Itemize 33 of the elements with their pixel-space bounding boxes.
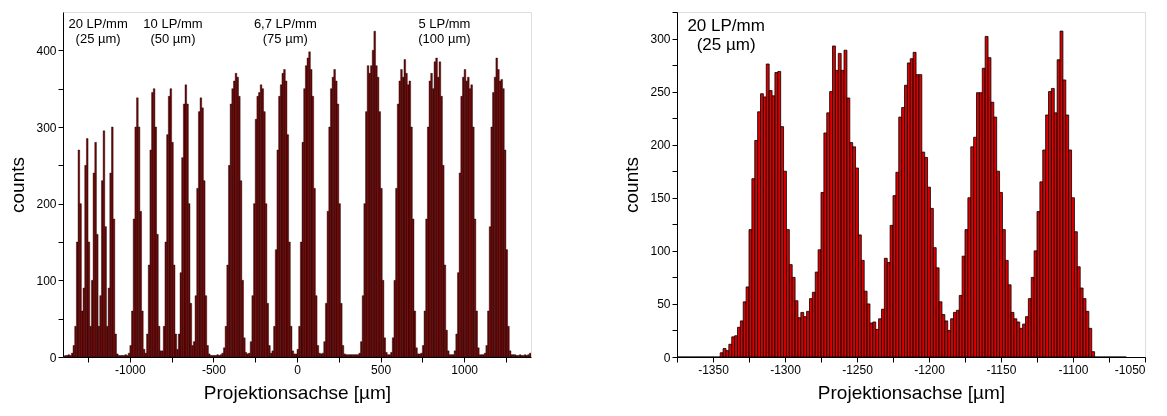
y-tick-label: 0: [663, 350, 671, 365]
y-tick-label: 100: [36, 273, 57, 288]
x-tick-label: -1300: [770, 362, 802, 377]
x-tick-label: 1000: [451, 362, 479, 377]
x-tick-label: -500: [201, 362, 227, 377]
y-tick-label: 0: [49, 350, 57, 365]
annotation: 10 LP/mm (50 µm): [143, 16, 203, 46]
y-tick-label: 250: [650, 85, 671, 100]
x-tick-label: -1050: [1114, 362, 1146, 377]
y-tick-label: 100: [650, 244, 671, 259]
x-tick-label: 0: [294, 362, 302, 377]
x-tick-label: -1000: [115, 362, 147, 377]
y-tick-label: 400: [36, 43, 57, 58]
annotation: 5 LP/mm (100 µm): [418, 16, 471, 46]
x-tick-label: -1350: [698, 362, 730, 377]
annotation: 20 LP/mm (25 µm): [687, 16, 765, 54]
y-tick-label: 150: [650, 191, 671, 206]
x-tick-label: -1100: [1058, 362, 1089, 377]
x-tick-label: 500: [371, 362, 392, 377]
y-tick-label: 200: [36, 197, 57, 212]
y-tick-label: 300: [650, 32, 671, 47]
annotation: 6,7 LP/mm (75 µm): [253, 16, 317, 46]
y-tick-label: 50: [657, 297, 671, 312]
x-tick-label: -1150: [986, 362, 1017, 377]
x-tick-label: -1250: [842, 362, 874, 377]
x-axis-title: Projektionsachse [µm]: [203, 381, 392, 403]
x-tick-label: -1200: [914, 362, 946, 377]
y-axis-title: counts: [621, 157, 643, 213]
x-axis-title: Projektionsachse [µm]: [817, 381, 1006, 403]
y-tick-label: 200: [650, 138, 671, 153]
y-tick-label: 300: [36, 120, 57, 135]
y-axis-title: counts: [7, 157, 29, 213]
annotation: 20 LP/mm (25 µm): [68, 16, 128, 46]
